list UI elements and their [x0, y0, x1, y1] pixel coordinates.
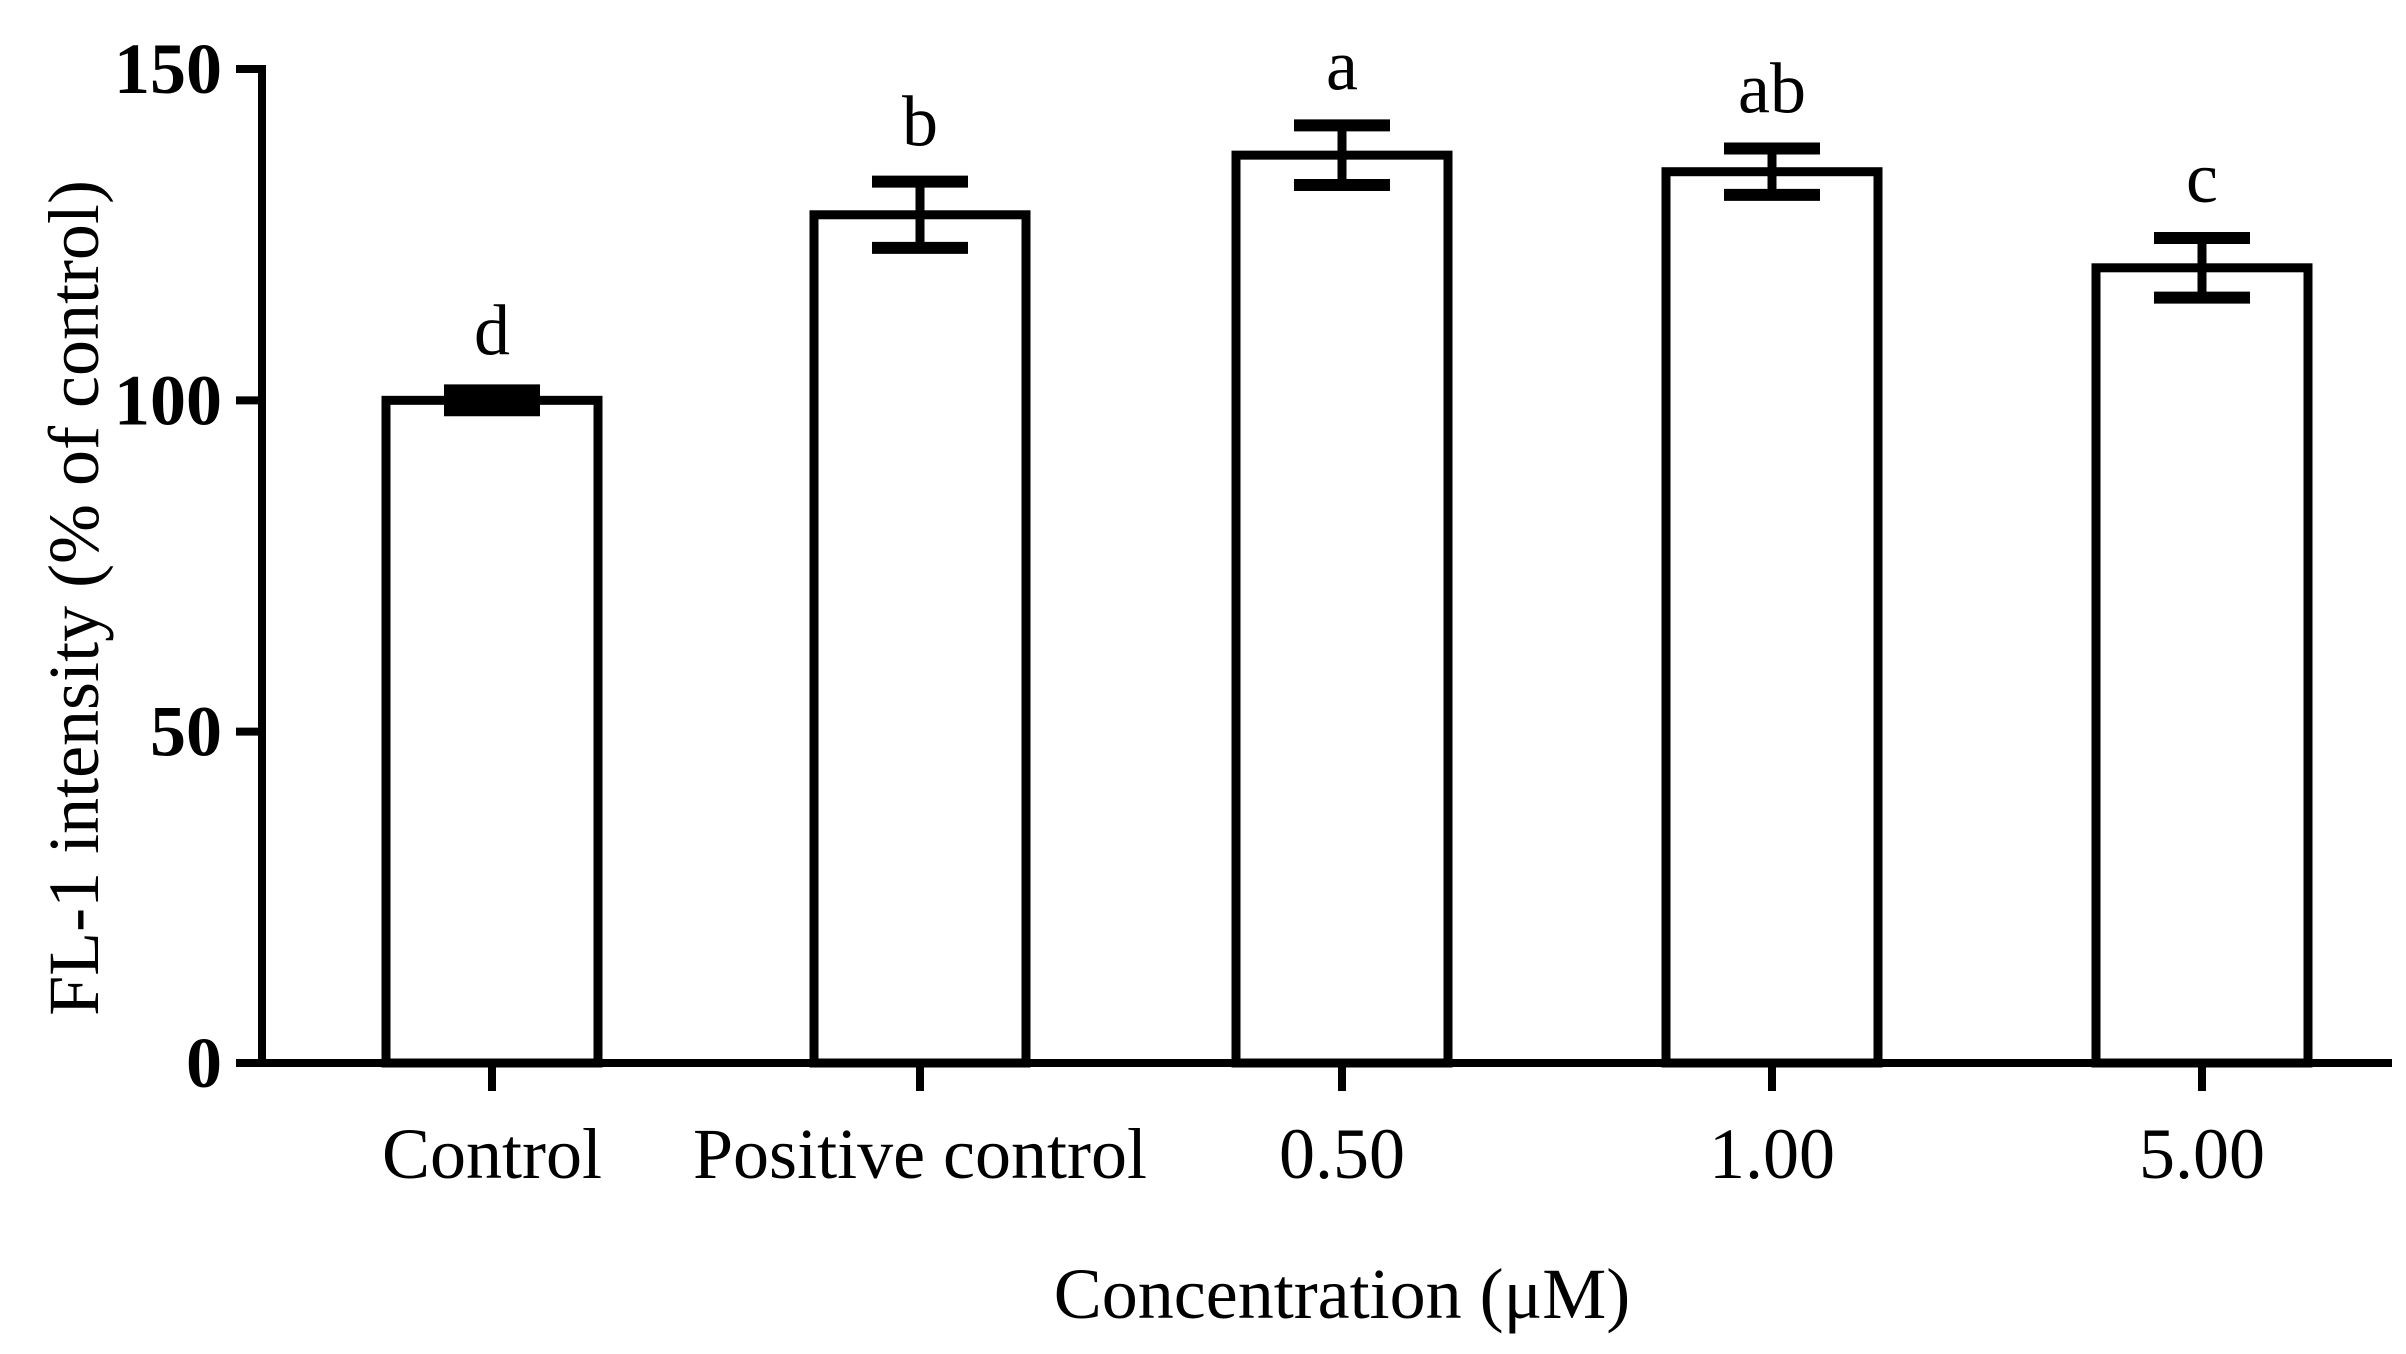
x-tick-label: Control: [382, 1114, 602, 1194]
y-tick-label: 50: [150, 692, 222, 772]
bar-2: [1231, 150, 1453, 1068]
x-axis-title: Concentration (μM): [1054, 1254, 1630, 1334]
significance-labels: d b a ab c: [474, 25, 2218, 370]
significance-label: a: [1326, 25, 1358, 105]
error-bars: [444, 119, 2250, 417]
bar-1: [809, 210, 1031, 1068]
significance-label: c: [2186, 138, 2218, 218]
bar-0: [381, 395, 603, 1068]
x-tick-label: Positive control: [693, 1114, 1147, 1194]
significance-label: d: [474, 290, 510, 370]
y-tick-label: 0: [186, 1023, 222, 1103]
x-ticks: Control Positive control 0.50 1.00 5.00: [382, 1063, 2265, 1194]
y-tick-label: 150: [114, 29, 222, 109]
x-tick-label: 0.50: [1279, 1114, 1405, 1194]
significance-label: ab: [1738, 49, 1806, 129]
y-axis-title: FL-1 intensity (% of control): [34, 180, 114, 1016]
y-tick-label: 100: [114, 360, 222, 440]
y-ticks: 0 50 100 150: [114, 29, 262, 1103]
bar-3: [1661, 167, 1883, 1068]
x-tick-label: 1.00: [1709, 1114, 1835, 1194]
bars: [381, 150, 2313, 1068]
bar-4: [2091, 263, 2313, 1068]
x-tick-label: 5.00: [2139, 1114, 2265, 1194]
significance-label: b: [902, 82, 938, 162]
